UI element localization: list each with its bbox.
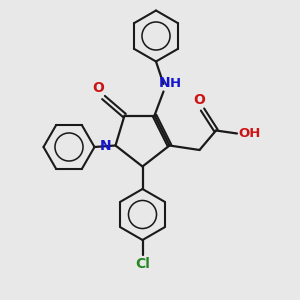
Text: N: N xyxy=(99,139,111,152)
Text: O: O xyxy=(92,81,104,95)
Text: Cl: Cl xyxy=(135,257,150,272)
Text: H: H xyxy=(169,77,181,90)
Text: O: O xyxy=(193,92,205,106)
Text: OH: OH xyxy=(238,127,261,140)
Text: N: N xyxy=(158,76,170,90)
